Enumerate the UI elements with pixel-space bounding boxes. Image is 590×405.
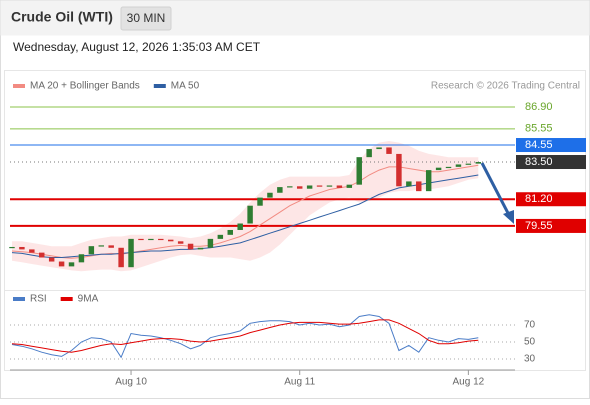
candle xyxy=(98,245,105,247)
candle xyxy=(366,149,372,158)
candle xyxy=(58,261,65,267)
candle xyxy=(316,185,323,187)
legend-label: 9MA xyxy=(78,294,99,305)
level-tag xyxy=(516,138,586,153)
candle xyxy=(207,238,214,248)
candle xyxy=(287,186,293,188)
forecast-arrow xyxy=(480,162,511,216)
credit: Research © 2026 Trading Central xyxy=(431,81,580,92)
candle xyxy=(445,166,452,169)
timestamp: Wednesday, August 12, 2026 1:35:03 AM CE… xyxy=(13,40,261,54)
candle xyxy=(465,163,472,165)
candle xyxy=(277,187,283,193)
candle xyxy=(187,243,194,250)
y-tick-label: 30 xyxy=(524,354,536,365)
candle xyxy=(108,245,114,248)
candle xyxy=(48,257,55,262)
candle xyxy=(197,247,204,250)
candle xyxy=(177,241,184,244)
candle xyxy=(9,246,15,249)
candle xyxy=(217,234,224,239)
legend-label: MA 50 xyxy=(171,81,200,92)
x-tick-label: Aug 11 xyxy=(284,377,315,388)
x-tick-label: Aug 12 xyxy=(453,377,485,388)
candle xyxy=(138,238,144,241)
legend-label: RSI xyxy=(30,294,47,305)
level-tag xyxy=(516,192,586,207)
legend-label: MA 20 + Bollinger Bands xyxy=(30,81,140,92)
legend-swatch xyxy=(13,84,25,88)
title: Crude Oil (WTI) xyxy=(11,9,113,25)
candle xyxy=(396,153,402,187)
candle xyxy=(425,170,432,192)
candle xyxy=(247,205,253,224)
candle xyxy=(296,186,303,189)
candle xyxy=(435,167,442,171)
rsi-line xyxy=(11,314,479,359)
candle xyxy=(356,157,362,185)
level-label: 79.55 xyxy=(525,220,553,232)
candle xyxy=(118,247,124,268)
candle xyxy=(326,185,333,187)
candle xyxy=(257,197,263,206)
legend-swatch xyxy=(13,297,25,301)
legend-swatch xyxy=(60,297,73,301)
candle xyxy=(406,181,412,187)
candle xyxy=(29,249,35,253)
y-tick-label: 70 xyxy=(524,320,536,331)
candle xyxy=(416,181,422,192)
candle xyxy=(386,147,392,154)
level-label: 84.55 xyxy=(525,139,553,151)
interval-button[interactable] xyxy=(120,6,172,31)
level-tag xyxy=(516,155,586,170)
candle xyxy=(336,185,343,188)
candle xyxy=(39,252,45,258)
candle xyxy=(88,246,95,255)
candle xyxy=(128,238,134,268)
moving-average xyxy=(11,174,479,258)
candle xyxy=(148,238,154,241)
candle xyxy=(346,184,353,188)
candle xyxy=(68,262,75,267)
candle xyxy=(455,164,462,167)
candle xyxy=(158,238,164,241)
interval-label: 30 MIN xyxy=(127,11,166,25)
level-label: 86.90 xyxy=(525,101,553,113)
level-tag xyxy=(516,218,586,233)
candle xyxy=(167,239,174,242)
rsi-line xyxy=(11,319,479,353)
candle xyxy=(227,229,233,235)
candle xyxy=(78,254,85,263)
header-bar xyxy=(0,0,590,36)
candle xyxy=(267,192,273,198)
candle xyxy=(237,223,243,230)
candle xyxy=(475,162,482,164)
level-label: 85.55 xyxy=(525,123,553,135)
x-tick-label: Aug 10 xyxy=(115,377,147,388)
candle xyxy=(19,246,25,250)
plot: 86.90 85.55 84.55 83.50 81.20 79.55 MA 20 + Bo… xyxy=(9,81,586,388)
candle xyxy=(306,185,313,189)
y-tick-label: 50 xyxy=(524,337,536,348)
legend-swatch xyxy=(153,84,166,88)
level-label: 83.50 xyxy=(525,156,553,168)
candle xyxy=(376,147,382,150)
level-label: 81.20 xyxy=(525,193,553,205)
forecast-arrow-head xyxy=(503,210,514,224)
